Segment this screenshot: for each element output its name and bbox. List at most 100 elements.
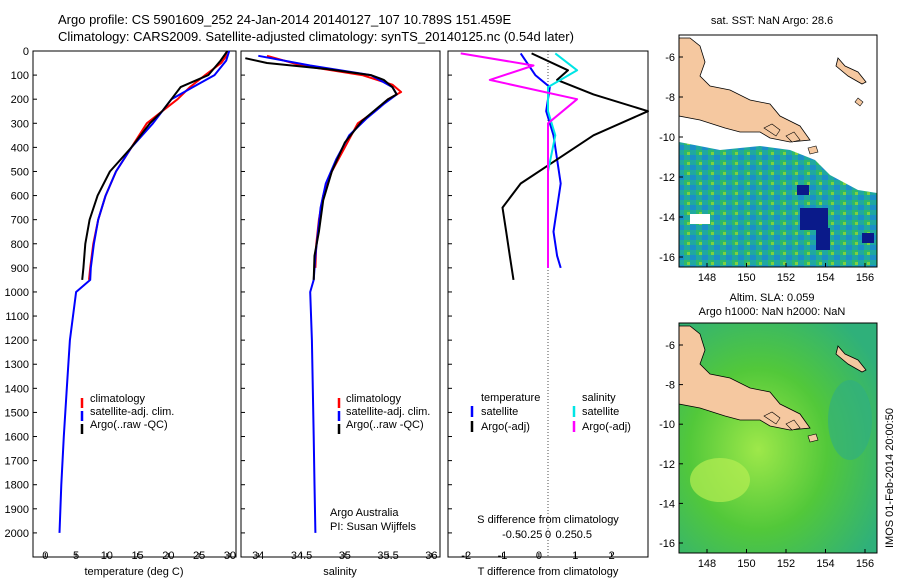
legend-label: satellite xyxy=(481,406,518,418)
map-y-tick-label: -14 xyxy=(659,498,675,510)
x-tick-label: 35.5 xyxy=(377,550,398,562)
series-line xyxy=(81,50,229,280)
map-x-tick-label: 150 xyxy=(737,272,755,284)
map-x-tick-label: 152 xyxy=(777,558,795,570)
legend-label: climatology xyxy=(90,393,146,405)
y-tick-label: 1300 xyxy=(5,359,29,371)
new-guinea-land xyxy=(678,37,811,143)
map-y-tick-label: -6 xyxy=(665,340,675,352)
legend-label: Argo(..raw -QC) xyxy=(346,419,424,431)
sla-map-title-line2: Argo h1000: NaN h2000: NaN xyxy=(699,306,846,318)
difference-legend: temperature salinity satellite Argo(-adj… xyxy=(470,392,631,433)
x-tick-label: 15 xyxy=(131,550,143,562)
map-y-tick-label: -8 xyxy=(665,380,675,392)
sst-missing-cell xyxy=(690,214,710,224)
temperature-panel: 0100200300400500600700800900100011001200… xyxy=(5,46,237,578)
map-x-tick-label: 156 xyxy=(856,272,874,284)
map-y-tick-label: -6 xyxy=(665,52,675,64)
y-tick-label: 1700 xyxy=(5,456,29,468)
s-difference-xlabel: S difference from climatology xyxy=(477,514,619,526)
x-tick-label: 2 xyxy=(609,550,615,562)
x-tick-label: 1 xyxy=(572,550,578,562)
y-tick-label: 1100 xyxy=(5,311,29,323)
y-tick-label: 200 xyxy=(11,94,29,106)
map-y-tick-label: -12 xyxy=(659,172,675,184)
salinity-axes xyxy=(240,50,441,558)
y-tick-label: 400 xyxy=(11,142,29,154)
legend-label: satellite xyxy=(582,406,619,418)
x-tick-label: 34 xyxy=(252,550,264,562)
legend-label: Argo(-adj) xyxy=(481,421,530,433)
sst-map-title: sat. SST: NaN Argo: 28.6 xyxy=(711,15,833,27)
sst-cell xyxy=(862,233,874,243)
sla-map-frame xyxy=(678,322,878,554)
x-tick-label: 30 xyxy=(224,550,236,562)
x-tick-label: 20 xyxy=(162,550,174,562)
y-tick-label: 800 xyxy=(11,239,29,251)
imos-timestamp: IMOS 01-Feb-2014 20:00:50 xyxy=(884,408,896,548)
series-line xyxy=(258,54,398,533)
x2-tick-label: -0.5 xyxy=(502,529,521,541)
series-line xyxy=(266,54,403,268)
x-tick-label: 35 xyxy=(339,550,351,562)
credit-line2: PI: Susan Wijffels xyxy=(330,521,416,533)
map-y-tick-label: -8 xyxy=(665,92,675,104)
figure-title-line2: Climatology: CARS2009. Satellite-adjuste… xyxy=(58,29,574,44)
legend-label: Argo(..raw -QC) xyxy=(90,419,168,431)
t-difference-xlabel: T difference from climatology xyxy=(478,566,619,578)
x-tick-label: 34.5 xyxy=(291,550,312,562)
x2-tick-label: 0.5 xyxy=(577,529,592,541)
salinity-xlabel: salinity xyxy=(323,566,357,578)
y-tick-label: 1000 xyxy=(5,287,29,299)
sst-cell xyxy=(816,228,830,250)
x-tick-label: -1 xyxy=(498,550,508,562)
map-y-tick-label: -14 xyxy=(659,212,675,224)
sst-map-frame xyxy=(678,34,878,268)
map-y-tick-label: -10 xyxy=(659,132,675,144)
y-tick-label: 600 xyxy=(11,191,29,203)
map-x-tick-label: 150 xyxy=(737,558,755,570)
sla-map: Altim. SLA: 0.059 Argo h1000: NaN h2000:… xyxy=(659,292,878,570)
y-tick-label: 1600 xyxy=(5,432,29,444)
x-tick-label: 0 xyxy=(42,550,48,562)
new-ireland-land xyxy=(835,57,867,85)
y-tick-label: 700 xyxy=(11,215,29,227)
islands-land xyxy=(763,411,819,443)
temperature-axes xyxy=(32,50,237,558)
y-tick-label: 1900 xyxy=(5,504,29,516)
y-tick-label: 2000 xyxy=(5,528,29,540)
new-ireland-land xyxy=(835,345,867,373)
difference-panel: -2 -1 0 1 2-0.5-0.25 0 0.25 0.5 T difference fr… xyxy=(447,50,649,578)
y-tick-label: 1400 xyxy=(5,383,29,395)
y-tick-label: 900 xyxy=(11,263,29,275)
salinity-panel: 34 34.5 35 35.5 36 salinity climatology sate… xyxy=(240,50,441,578)
sst-cell xyxy=(797,185,809,195)
map-y-tick-label: -12 xyxy=(659,459,675,471)
legend-label: climatology xyxy=(346,393,402,405)
y-tick-label: 1800 xyxy=(5,480,29,492)
series-line xyxy=(58,50,231,533)
y-tick-label: 1500 xyxy=(5,407,29,419)
sla-anomaly-blob xyxy=(828,380,872,460)
credit-line1: Argo Australia xyxy=(330,507,399,519)
x-tick-label: 0 xyxy=(536,550,542,562)
x-tick-label: -2 xyxy=(461,550,471,562)
y-tick-label: 300 xyxy=(11,118,29,130)
temperature-legend: climatology satellite-adj. clim. Argo(..… xyxy=(80,393,174,434)
legend-label: satellite-adj. clim. xyxy=(346,406,430,418)
legend-label: satellite-adj. clim. xyxy=(90,406,174,418)
sst-cell xyxy=(800,208,828,230)
figure-title-line1: Argo profile: CS 5901609_252 24-Jan-2014… xyxy=(58,12,512,27)
map-x-tick-label: 152 xyxy=(777,272,795,284)
sla-map-title-line1: Altim. SLA: 0.059 xyxy=(730,292,815,304)
temperature-xlabel: temperature (deg C) xyxy=(84,566,183,578)
x-tick-label: 36 xyxy=(425,550,437,562)
new-guinea-land xyxy=(678,325,811,431)
map-y-tick-label: -16 xyxy=(659,538,675,550)
map-x-tick-label: 154 xyxy=(816,558,834,570)
x-tick-label: 25 xyxy=(193,550,205,562)
salinity-legend: climatology satellite-adj. clim. Argo(..… xyxy=(337,393,430,434)
map-y-tick-label: -16 xyxy=(659,252,675,264)
series-line xyxy=(460,52,579,268)
